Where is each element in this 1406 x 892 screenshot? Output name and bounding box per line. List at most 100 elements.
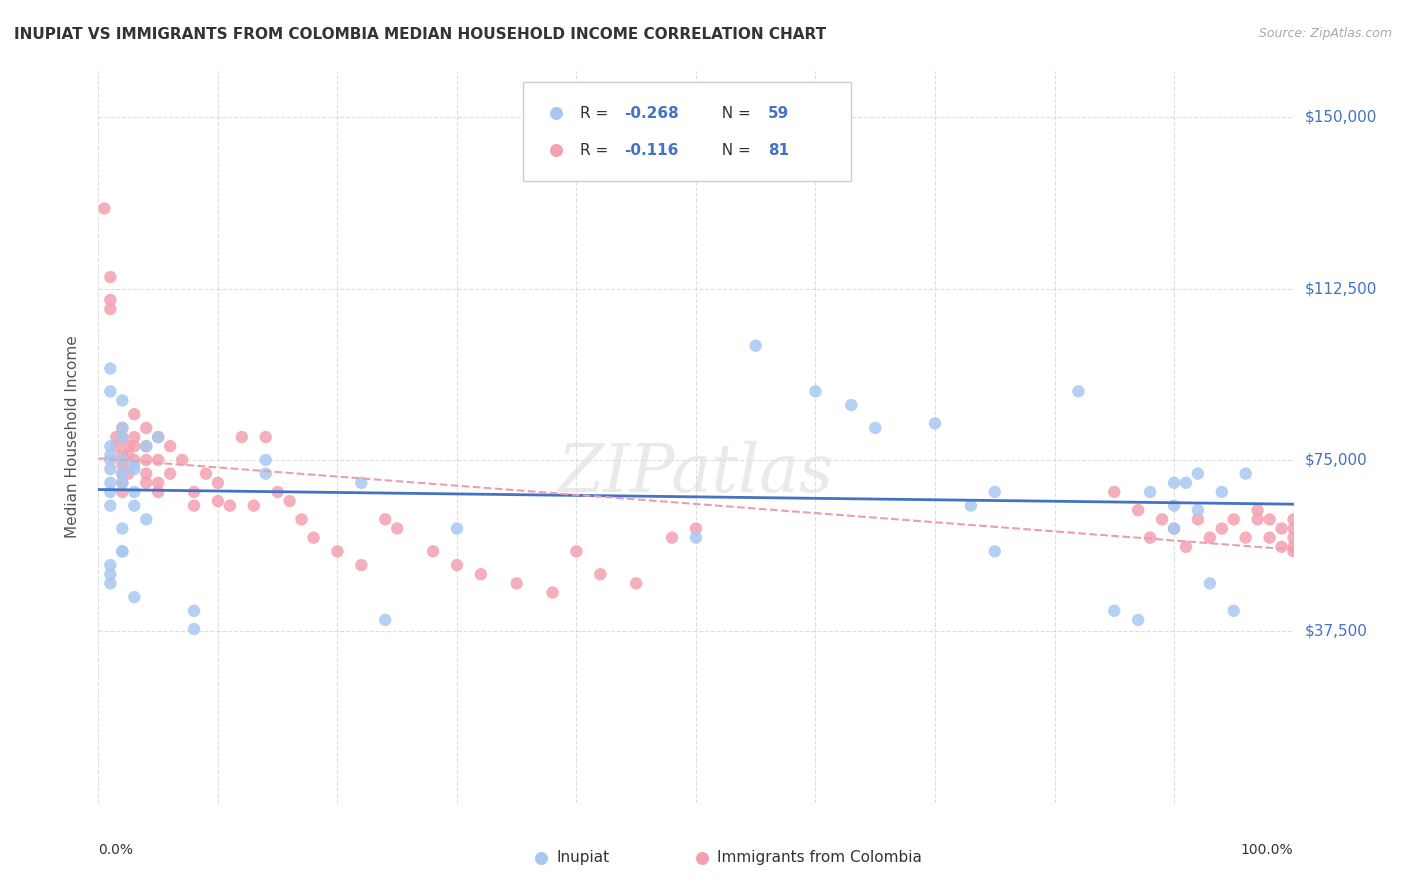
Point xyxy=(1282,521,1305,535)
Point xyxy=(1104,484,1126,499)
Point xyxy=(183,484,205,499)
Point xyxy=(960,499,983,513)
Point xyxy=(98,448,122,462)
Point xyxy=(111,467,134,481)
Point xyxy=(1175,540,1198,554)
Point xyxy=(98,361,122,376)
Point xyxy=(446,558,468,573)
Point xyxy=(98,558,122,573)
Point xyxy=(1199,576,1222,591)
Point xyxy=(98,567,122,582)
Point xyxy=(135,453,157,467)
Point xyxy=(254,430,277,444)
Point xyxy=(1258,512,1281,526)
Point xyxy=(254,453,277,467)
Point xyxy=(1223,512,1246,526)
Point xyxy=(1152,512,1174,526)
Text: $112,500: $112,500 xyxy=(1305,281,1376,296)
Point xyxy=(124,484,146,499)
Point xyxy=(135,439,157,453)
Point xyxy=(865,421,887,435)
Text: N =: N = xyxy=(711,143,755,158)
Point xyxy=(446,521,468,535)
Point xyxy=(124,430,146,444)
Point xyxy=(135,475,157,490)
Point xyxy=(685,521,707,535)
Text: N =: N = xyxy=(711,105,755,120)
Text: -0.268: -0.268 xyxy=(624,105,679,120)
Point xyxy=(1211,521,1233,535)
Point xyxy=(98,499,122,513)
Point xyxy=(546,796,568,810)
Text: 0.0%: 0.0% xyxy=(98,843,134,857)
Point xyxy=(111,475,134,490)
Point xyxy=(111,458,134,472)
Text: $75,000: $75,000 xyxy=(1305,452,1368,467)
Point xyxy=(98,384,122,399)
Point xyxy=(111,421,134,435)
Point xyxy=(1187,503,1209,517)
Point xyxy=(506,576,529,591)
Point xyxy=(98,484,122,499)
Point xyxy=(98,439,122,453)
Point xyxy=(661,531,683,545)
Point xyxy=(924,417,946,431)
Point xyxy=(135,439,157,453)
Point xyxy=(984,484,1007,499)
Text: 100.0%: 100.0% xyxy=(1241,843,1294,857)
Point xyxy=(1104,604,1126,618)
Point xyxy=(745,338,768,352)
Point xyxy=(302,531,325,545)
Point xyxy=(111,544,134,558)
Text: 59: 59 xyxy=(768,105,789,120)
Text: Inupiat: Inupiat xyxy=(557,850,609,865)
Point xyxy=(254,467,277,481)
Point xyxy=(690,796,713,810)
Text: $150,000: $150,000 xyxy=(1305,110,1376,125)
Point xyxy=(98,453,122,467)
Point xyxy=(98,462,122,476)
Point xyxy=(1199,531,1222,545)
Point xyxy=(1258,531,1281,545)
Point xyxy=(1271,521,1294,535)
Point xyxy=(219,499,242,513)
Point xyxy=(326,544,349,558)
Point xyxy=(1187,512,1209,526)
Point xyxy=(1247,503,1270,517)
Point xyxy=(1282,531,1305,545)
Y-axis label: Median Household Income: Median Household Income xyxy=(65,335,80,539)
Point xyxy=(111,430,134,444)
Point xyxy=(350,558,373,573)
Point xyxy=(1247,512,1270,526)
Point xyxy=(278,494,301,508)
Point xyxy=(111,484,134,499)
Point xyxy=(565,544,588,558)
Point xyxy=(148,475,170,490)
Point xyxy=(1163,521,1185,535)
Point xyxy=(685,531,707,545)
Point xyxy=(124,499,146,513)
Point xyxy=(207,494,229,508)
Text: -0.116: -0.116 xyxy=(624,143,679,158)
Point xyxy=(1211,484,1233,499)
Text: Immigrants from Colombia: Immigrants from Colombia xyxy=(717,850,922,865)
Point xyxy=(1282,512,1305,526)
Point xyxy=(1139,484,1161,499)
Point xyxy=(589,567,612,582)
Point xyxy=(231,430,253,444)
Point xyxy=(470,567,492,582)
Point xyxy=(111,544,134,558)
Point xyxy=(183,604,205,618)
Point xyxy=(546,796,568,810)
Point xyxy=(111,430,134,444)
Point xyxy=(93,202,115,216)
Point xyxy=(1234,467,1257,481)
Point xyxy=(111,521,134,535)
FancyBboxPatch shape xyxy=(523,82,852,181)
Point xyxy=(1234,531,1257,545)
Point xyxy=(105,430,128,444)
Point xyxy=(1128,613,1150,627)
Point xyxy=(267,484,290,499)
Point xyxy=(117,439,139,453)
Point xyxy=(1282,540,1305,554)
